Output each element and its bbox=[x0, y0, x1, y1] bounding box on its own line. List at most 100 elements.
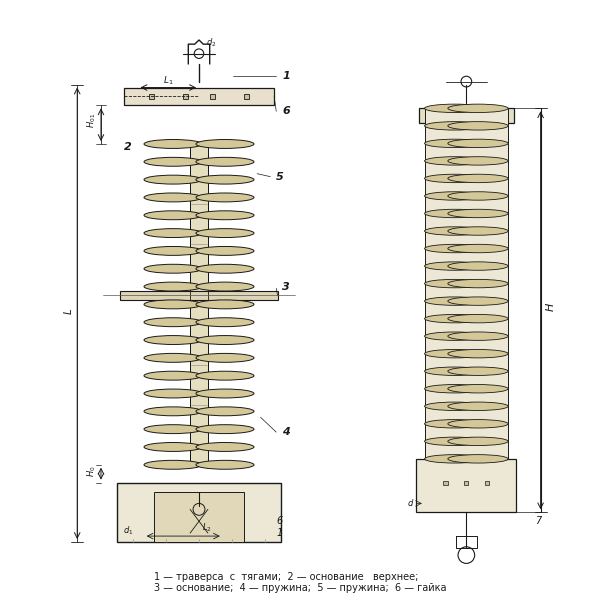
Ellipse shape bbox=[144, 335, 202, 344]
Ellipse shape bbox=[425, 314, 485, 323]
Ellipse shape bbox=[196, 282, 254, 291]
Ellipse shape bbox=[448, 314, 508, 323]
Text: 3: 3 bbox=[282, 281, 290, 292]
Ellipse shape bbox=[196, 211, 254, 220]
Ellipse shape bbox=[448, 419, 508, 428]
Ellipse shape bbox=[448, 209, 508, 218]
Ellipse shape bbox=[448, 402, 508, 410]
Ellipse shape bbox=[425, 455, 485, 463]
Ellipse shape bbox=[196, 443, 254, 451]
Bar bbox=[210, 94, 215, 99]
Ellipse shape bbox=[425, 139, 485, 148]
Ellipse shape bbox=[196, 193, 254, 202]
Ellipse shape bbox=[196, 140, 254, 148]
Text: $L$: $L$ bbox=[62, 308, 74, 315]
Ellipse shape bbox=[448, 367, 508, 376]
Text: $d$: $d$ bbox=[407, 497, 414, 508]
Text: 1: 1 bbox=[276, 528, 283, 538]
Bar bbox=[190, 144, 208, 465]
Ellipse shape bbox=[425, 209, 485, 218]
Ellipse shape bbox=[144, 443, 202, 451]
Ellipse shape bbox=[448, 332, 508, 340]
Ellipse shape bbox=[448, 437, 508, 446]
Bar bbox=[124, 88, 274, 106]
Ellipse shape bbox=[144, 264, 202, 273]
Bar bbox=[485, 481, 489, 485]
Ellipse shape bbox=[144, 175, 202, 184]
Bar bbox=[489, 113, 493, 118]
Ellipse shape bbox=[196, 425, 254, 434]
Text: 6: 6 bbox=[282, 106, 290, 116]
Bar bbox=[439, 113, 443, 118]
Ellipse shape bbox=[144, 193, 202, 202]
Ellipse shape bbox=[144, 425, 202, 434]
Ellipse shape bbox=[425, 227, 485, 235]
Ellipse shape bbox=[448, 297, 508, 305]
Ellipse shape bbox=[196, 229, 254, 238]
Ellipse shape bbox=[425, 122, 485, 130]
Ellipse shape bbox=[448, 455, 508, 463]
Bar bbox=[183, 94, 188, 99]
Ellipse shape bbox=[448, 244, 508, 253]
Bar bbox=[244, 94, 249, 99]
Ellipse shape bbox=[144, 282, 202, 291]
Ellipse shape bbox=[448, 227, 508, 235]
Bar bbox=[464, 481, 469, 485]
Ellipse shape bbox=[144, 300, 202, 309]
Text: $H_{01}$: $H_{01}$ bbox=[86, 113, 98, 128]
Text: $L_1$: $L_1$ bbox=[163, 74, 173, 87]
Ellipse shape bbox=[425, 297, 485, 305]
Ellipse shape bbox=[144, 371, 202, 380]
Text: $L_2$: $L_2$ bbox=[202, 521, 212, 533]
Ellipse shape bbox=[425, 244, 485, 253]
Ellipse shape bbox=[196, 407, 254, 416]
Ellipse shape bbox=[425, 419, 485, 428]
Bar bbox=[416, 459, 516, 512]
Ellipse shape bbox=[144, 229, 202, 238]
Bar bbox=[425, 109, 508, 459]
Ellipse shape bbox=[425, 157, 485, 165]
Ellipse shape bbox=[425, 192, 485, 200]
Text: 5: 5 bbox=[276, 172, 284, 182]
Text: 1 — траверса  с  тягами;  2 — основание   верхнее;
3 — основание;  4 — пружина; : 1 — траверса с тягами; 2 — основание вер… bbox=[154, 572, 446, 593]
Bar bbox=[121, 291, 278, 300]
Ellipse shape bbox=[144, 460, 202, 469]
Ellipse shape bbox=[425, 437, 485, 446]
Ellipse shape bbox=[425, 332, 485, 340]
Ellipse shape bbox=[425, 367, 485, 376]
Text: 1: 1 bbox=[282, 71, 290, 80]
Text: 6: 6 bbox=[276, 516, 283, 526]
Bar bbox=[154, 491, 244, 542]
Ellipse shape bbox=[196, 389, 254, 398]
Ellipse shape bbox=[196, 264, 254, 273]
Text: $d_2$: $d_2$ bbox=[206, 37, 217, 49]
Ellipse shape bbox=[196, 371, 254, 380]
Ellipse shape bbox=[425, 280, 485, 288]
Ellipse shape bbox=[448, 262, 508, 270]
Ellipse shape bbox=[144, 318, 202, 326]
Ellipse shape bbox=[448, 122, 508, 130]
Ellipse shape bbox=[196, 247, 254, 256]
Ellipse shape bbox=[196, 335, 254, 344]
Text: 7: 7 bbox=[535, 516, 541, 526]
Ellipse shape bbox=[448, 139, 508, 148]
Ellipse shape bbox=[448, 349, 508, 358]
Text: $H$: $H$ bbox=[544, 302, 556, 313]
Ellipse shape bbox=[448, 192, 508, 200]
Ellipse shape bbox=[425, 385, 485, 393]
Ellipse shape bbox=[196, 300, 254, 309]
Ellipse shape bbox=[196, 460, 254, 469]
Ellipse shape bbox=[196, 175, 254, 184]
Ellipse shape bbox=[448, 174, 508, 182]
Ellipse shape bbox=[425, 349, 485, 358]
Text: 2: 2 bbox=[124, 142, 131, 152]
Ellipse shape bbox=[425, 262, 485, 270]
Ellipse shape bbox=[196, 318, 254, 326]
Text: $d_1$: $d_1$ bbox=[123, 524, 133, 536]
Bar bbox=[117, 482, 281, 542]
Ellipse shape bbox=[448, 157, 508, 165]
Bar bbox=[419, 109, 514, 123]
Text: 4: 4 bbox=[282, 427, 290, 437]
Ellipse shape bbox=[448, 104, 508, 113]
Bar bbox=[149, 94, 154, 99]
